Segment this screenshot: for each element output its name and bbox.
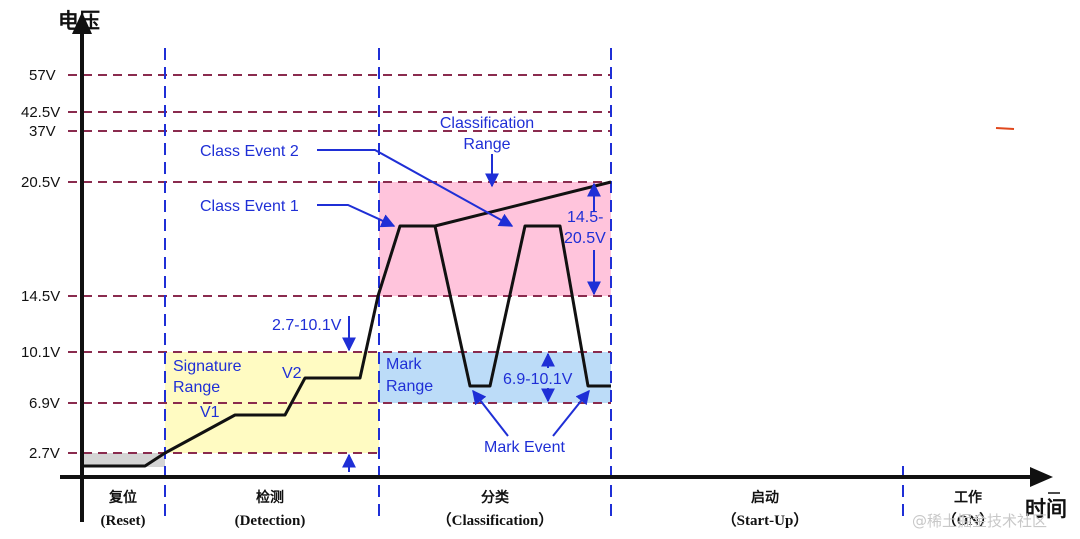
phase-on-en: （ON）	[942, 511, 995, 529]
mark-range-label-line1: Mark	[386, 356, 423, 373]
mark-event-arrow-left	[472, 389, 509, 437]
v1-label: V1	[200, 404, 220, 421]
y-label-37v: 37V	[29, 123, 56, 140]
x-axis-arrowhead	[1030, 467, 1053, 487]
y-axis-labels: 57V 42.5V 37V 20.5V 14.5V 10.1V 6.9V 2.7…	[21, 67, 60, 462]
y-label-6-9v: 6.9V	[29, 395, 60, 412]
y-axis-title: 电压	[58, 8, 100, 33]
mark-event-label: Mark Event	[484, 439, 565, 456]
class-band-label-line1: 14.5-	[567, 209, 603, 226]
y-label-57v: 57V	[29, 67, 56, 84]
class-ramp-line	[434, 180, 612, 228]
class-event-1-arrow	[317, 204, 396, 228]
classification-range-zone	[379, 182, 611, 296]
reset-zone	[82, 453, 165, 467]
classification-range-label-line2: Range	[463, 136, 510, 153]
voltage-gridlines	[68, 74, 611, 454]
x-axis-title: 时间	[1025, 496, 1067, 521]
phase-detection-en: (Detection)	[235, 513, 306, 529]
stray-mark-right	[995, 127, 1015, 130]
y-label-2-7v: 2.7V	[29, 445, 60, 462]
mark-event-arrow-right	[552, 389, 590, 437]
watermark: @稀土掘金技术社区	[912, 512, 1047, 530]
phase-reset-cn: 复位	[108, 489, 137, 506]
phase-classification-en: （Classification）	[437, 511, 554, 529]
class-event-1-label: Class Event 1	[200, 198, 299, 215]
y-label-20-5v: 20.5V	[21, 174, 60, 191]
y-axis-arrowhead	[72, 12, 92, 34]
detect-band-label: 2.7-10.1V	[272, 317, 342, 334]
voltage-waveform	[82, 224, 611, 468]
y-label-42-5v: 42.5V	[21, 104, 60, 121]
signature-range-label-line2: Range	[173, 379, 220, 396]
phase-startup-en: （Start-Up）	[722, 511, 809, 529]
signature-range-label-line1: Signature	[173, 358, 242, 375]
class-event-2-arrow	[317, 149, 514, 227]
phase-labels: 复位 (Reset) 检测 (Detection) 分类 （Classifica…	[101, 489, 995, 529]
phase-classification-cn: 分类	[481, 489, 510, 506]
y-label-14-5v: 14.5V	[21, 288, 60, 305]
class-band-label-line2: 20.5V	[564, 230, 606, 247]
v2-label: V2	[282, 365, 302, 382]
mark-band-label: 6.9-10.1V	[503, 371, 573, 388]
phase-detection-cn: 检测	[256, 489, 284, 506]
phase-startup-cn: 启动	[751, 489, 779, 506]
phase-on-cn: 工作	[954, 489, 982, 506]
classification-range-label-line1: Classification	[440, 115, 534, 132]
class-event-2-label: Class Event 2	[200, 143, 299, 160]
mark-range-label-line2: Range	[386, 378, 433, 395]
y-label-10-1v: 10.1V	[21, 344, 60, 361]
phase-reset-en: (Reset)	[101, 513, 146, 529]
